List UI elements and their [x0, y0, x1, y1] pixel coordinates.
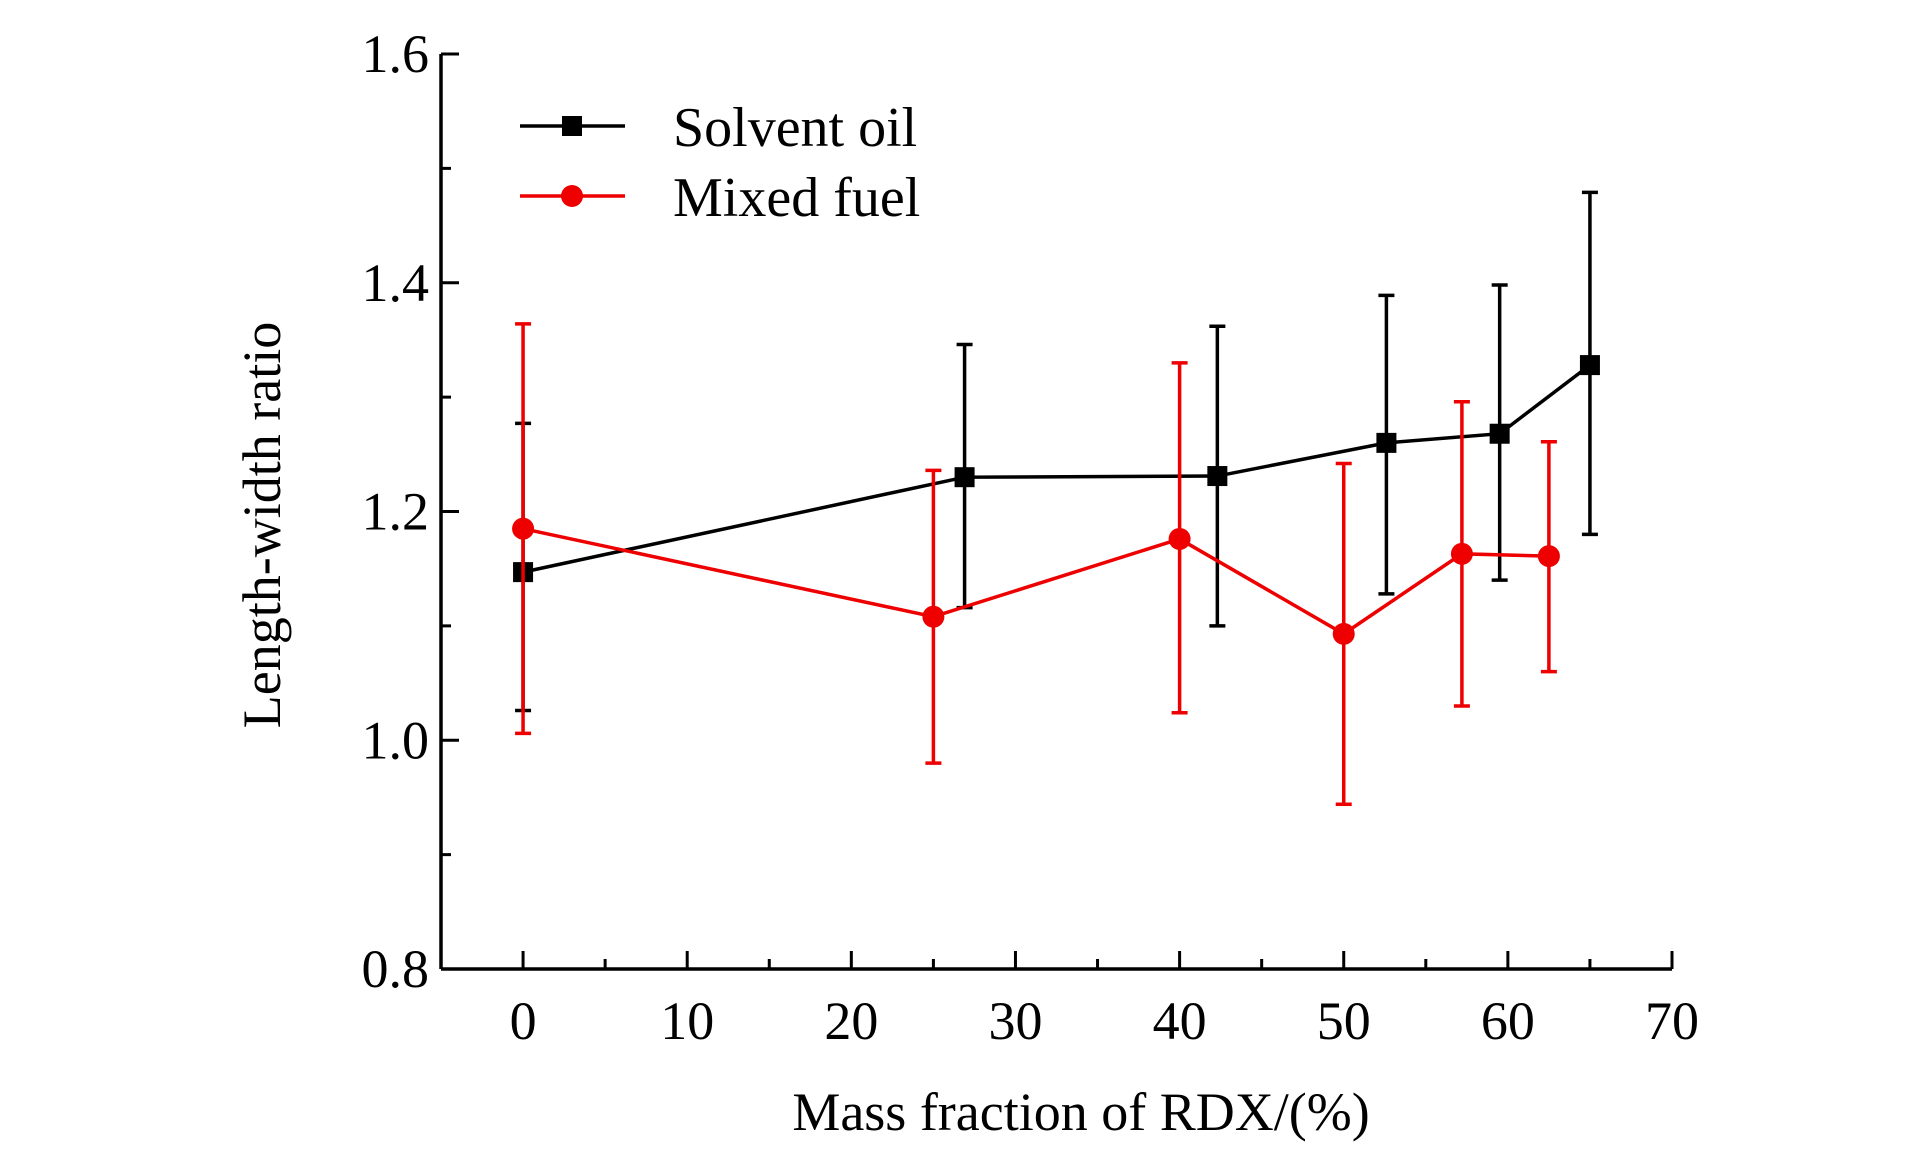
data-point-mixed-fuel	[1450, 542, 1473, 565]
axes: 0 10 20 30 40 50 60 70 0.8 1.0 1.2 1.4 1.6	[362, 24, 1700, 1051]
legend-marker-mixed-fuel	[561, 185, 583, 207]
data-point-mixed-fuel	[1332, 622, 1355, 645]
y-tick-label: 0.8	[362, 939, 430, 999]
y-tick-label: 1.4	[362, 253, 430, 313]
x-tick-label: 0	[510, 991, 537, 1051]
data-point-solvent-oil	[1207, 466, 1228, 487]
data-point-solvent-oil	[1579, 355, 1600, 376]
data-point-solvent-oil	[1376, 432, 1397, 453]
x-tick-label: 30	[988, 991, 1042, 1051]
data-point-mixed-fuel	[922, 605, 945, 628]
data-point-mixed-fuel	[1168, 527, 1191, 550]
data-point-solvent-oil	[1489, 423, 1510, 444]
y-axis-title: Length-width ratio	[232, 322, 292, 728]
data-point-mixed-fuel	[512, 517, 535, 540]
legend-marker-solvent-oil	[562, 116, 582, 136]
x-tick-label: 10	[660, 991, 714, 1051]
x-tick-label: 60	[1481, 991, 1535, 1051]
x-tick-label: 50	[1317, 991, 1371, 1051]
y-tick-label: 1.0	[362, 710, 430, 770]
legend-label-solvent-oil: Solvent oil	[673, 97, 917, 159]
legend: Solvent oil Mixed fuel	[520, 97, 920, 229]
data-point-mixed-fuel	[1537, 545, 1560, 568]
x-tick-label: 20	[824, 991, 878, 1051]
series-line-mixed-fuel	[522, 526, 1549, 636]
x-tick-label: 70	[1645, 991, 1699, 1051]
series-layer	[512, 190, 1600, 807]
y-tick-label: 1.2	[362, 482, 430, 542]
x-axis-title: Mass fraction of RDX/(%)	[792, 1082, 1369, 1142]
data-point-solvent-oil	[954, 467, 975, 488]
x-tick-label: 40	[1153, 991, 1207, 1051]
series-line-solvent-oil	[522, 363, 1591, 574]
legend-label-mixed-fuel: Mixed fuel	[673, 167, 920, 229]
y-tick-label: 1.6	[362, 24, 430, 84]
